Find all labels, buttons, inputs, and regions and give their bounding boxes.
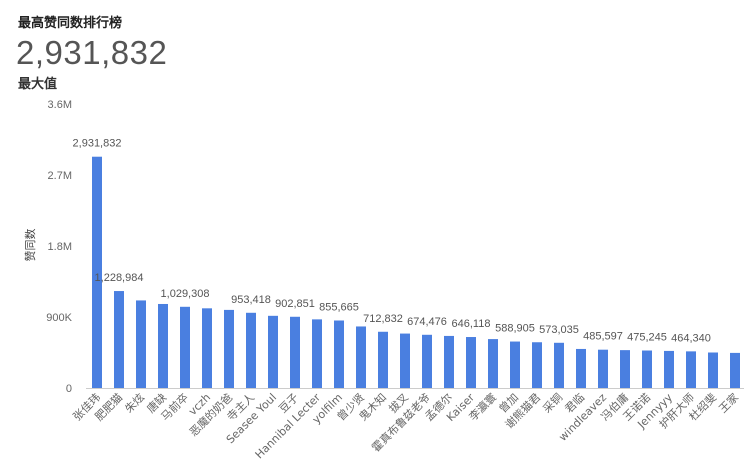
y-tick-label: 3.6M bbox=[48, 99, 72, 111]
bar[interactable] bbox=[114, 291, 124, 388]
data-label: 646,118 bbox=[452, 318, 491, 330]
bar[interactable] bbox=[664, 350, 674, 388]
bar[interactable] bbox=[444, 335, 454, 388]
data-label: 1,029,308 bbox=[161, 288, 210, 300]
y-tick-label: 900K bbox=[46, 312, 72, 324]
y-tick-label: 2.7M bbox=[48, 170, 72, 182]
bar[interactable] bbox=[334, 320, 344, 388]
bar[interactable] bbox=[488, 339, 498, 388]
data-label: 485,597 bbox=[583, 331, 623, 343]
bar[interactable] bbox=[620, 350, 630, 388]
bar[interactable] bbox=[532, 342, 542, 388]
bar[interactable] bbox=[202, 308, 212, 388]
bar[interactable] bbox=[158, 303, 168, 388]
data-label: 902,851 bbox=[275, 298, 315, 310]
data-label: 953,418 bbox=[231, 294, 271, 306]
data-label: 855,665 bbox=[319, 301, 359, 313]
data-label: 588,905 bbox=[495, 323, 535, 335]
y-tick-label: 0 bbox=[66, 383, 72, 395]
y-axis: 0 900K 1.8M 2.7M 3.6M bbox=[46, 99, 72, 395]
bar[interactable] bbox=[92, 156, 102, 388]
data-label: 464,340 bbox=[671, 332, 711, 344]
data-label: 475,245 bbox=[627, 332, 667, 344]
bars-group bbox=[92, 156, 740, 389]
bar[interactable] bbox=[554, 342, 564, 388]
bar[interactable] bbox=[576, 348, 586, 388]
y-axis-label: 赞同数 bbox=[24, 229, 37, 262]
x-tick-label: 朱炫 bbox=[122, 390, 147, 415]
bar[interactable] bbox=[180, 306, 190, 388]
data-label: 573,035 bbox=[539, 324, 579, 336]
bar[interactable] bbox=[356, 326, 366, 388]
data-label: 674,476 bbox=[407, 316, 447, 328]
scorecard-label: 最大值 bbox=[18, 77, 58, 92]
scorecard-value: 2,931,832 bbox=[16, 34, 168, 71]
data-labels-group: 2,931,832 1,228,984 1,029,308 953,418 902,85… bbox=[73, 138, 711, 345]
bar[interactable] bbox=[708, 352, 718, 389]
x-tick-label: 采铜 bbox=[540, 390, 565, 415]
data-label: 1,228,984 bbox=[95, 272, 144, 284]
bar[interactable] bbox=[400, 333, 410, 388]
bar[interactable] bbox=[642, 350, 652, 388]
bar[interactable] bbox=[422, 334, 432, 388]
bar[interactable] bbox=[686, 351, 696, 388]
bar[interactable] bbox=[290, 316, 300, 388]
y-tick-label: 1.8M bbox=[48, 241, 72, 253]
bar[interactable] bbox=[730, 352, 740, 388]
bar[interactable] bbox=[598, 349, 608, 388]
bar[interactable] bbox=[510, 341, 520, 388]
bar[interactable] bbox=[378, 331, 388, 388]
bar[interactable] bbox=[136, 300, 146, 388]
x-tick-label: 王家 bbox=[716, 390, 741, 415]
data-label: 712,832 bbox=[363, 313, 403, 325]
data-label: 2,931,832 bbox=[73, 138, 122, 150]
bar[interactable] bbox=[224, 309, 234, 388]
bar[interactable] bbox=[246, 312, 256, 388]
bar[interactable] bbox=[312, 319, 322, 388]
chart-title: 最高赞同数排行榜 bbox=[18, 16, 123, 31]
bar[interactable] bbox=[466, 337, 476, 388]
bar[interactable] bbox=[268, 315, 278, 388]
